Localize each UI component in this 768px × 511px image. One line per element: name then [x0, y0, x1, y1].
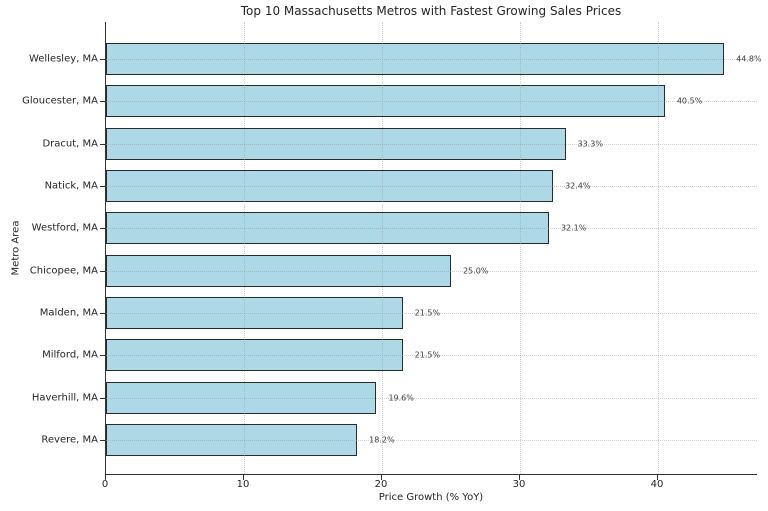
bar-chicopee-ma: [106, 254, 451, 287]
bar-value-label: 32.1%: [560, 223, 587, 233]
y-tick-label: Gloucester, MA: [22, 95, 98, 107]
x-tick-label: 30: [512, 479, 526, 490]
x-gridline: [381, 22, 383, 474]
x-tick-label: 20: [374, 479, 388, 490]
x-gridline: [519, 22, 521, 474]
y-tick-mark: [100, 143, 105, 145]
y-gridline: [106, 185, 757, 187]
bar-value-label: 19.6%: [388, 393, 414, 403]
bar-natick-ma: [106, 169, 554, 202]
x-tick-mark: [105, 475, 106, 480]
y-tick-label: Westford, MA: [31, 222, 98, 234]
bar-dracut-ma: [106, 127, 566, 160]
y-tick-mark: [100, 397, 105, 399]
bar-gloucester-ma: [106, 85, 665, 118]
y-tick-label: Dracut, MA: [42, 138, 98, 150]
y-tick-mark: [100, 439, 105, 441]
y-gridline: [106, 228, 757, 230]
bar-wellesley-ma: [106, 43, 725, 75]
bar-value-label: 33.3%: [577, 139, 603, 149]
y-tick-mark: [100, 312, 105, 314]
y-tick-mark: [100, 228, 105, 230]
y-tick-mark: [100, 185, 105, 187]
y-tick-mark: [100, 59, 105, 60]
x-axis-title: Price Growth (% YoY): [378, 492, 484, 503]
y-tick-mark: [100, 270, 105, 272]
y-tick-mark: [100, 101, 105, 103]
x-tick-label: 10: [236, 479, 250, 490]
bar-westford-ma: [106, 212, 549, 245]
y-tick-label: Milford, MA: [42, 349, 98, 361]
bar-value-label: 18.2%: [369, 435, 395, 445]
bar-haverhill-ma: [106, 381, 377, 414]
bar-value-label: 40.5%: [676, 96, 703, 106]
y-gridline: [106, 312, 757, 314]
bar-malden-ma: [106, 296, 403, 329]
x-gridline: [657, 22, 659, 474]
y-tick-label: Natick, MA: [44, 180, 98, 192]
bar-revere-ma: [106, 423, 358, 456]
y-tick-label: Haverhill, MA: [31, 392, 98, 404]
y-tick-label: Revere, MA: [41, 434, 98, 446]
y-gridline: [106, 143, 757, 145]
bar-value-label: 25.0%: [462, 266, 489, 276]
y-tick-mark: [100, 355, 105, 357]
bar-milford-ma: [106, 339, 403, 372]
bar-value-label: 32.4%: [565, 181, 591, 191]
y-gridline: [106, 397, 757, 399]
bar-value-label: 21.5%: [414, 308, 441, 318]
chart-title: Top 10 Massachusetts Metros with Fastest…: [240, 4, 622, 18]
x-tick-mark: [656, 475, 658, 480]
x-tick-mark: [242, 475, 244, 480]
y-gridline: [106, 59, 757, 60]
x-gridline: [243, 22, 245, 474]
bar-value-label: 21.5%: [414, 350, 441, 360]
bar-value-label: 44.8%: [736, 54, 762, 64]
x-tick-label: 0: [101, 479, 109, 490]
y-tick-label: Wellesley, MA: [28, 53, 98, 65]
y-tick-label: Malden, MA: [39, 307, 98, 319]
x-tick-mark: [380, 475, 382, 480]
y-tick-label: Chicopee, MA: [29, 265, 98, 277]
y-gridline: [106, 270, 757, 272]
x-tick-mark: [518, 475, 520, 480]
y-gridline: [106, 439, 757, 441]
y-gridline: [106, 355, 757, 357]
y-gridline: [106, 101, 757, 103]
plot-area: 44.8% 40.5% 33.3% 32.4% 32.1% 25.0% 21.5% 21.5%…: [105, 22, 762, 475]
x-tick-label: 40: [650, 479, 664, 490]
